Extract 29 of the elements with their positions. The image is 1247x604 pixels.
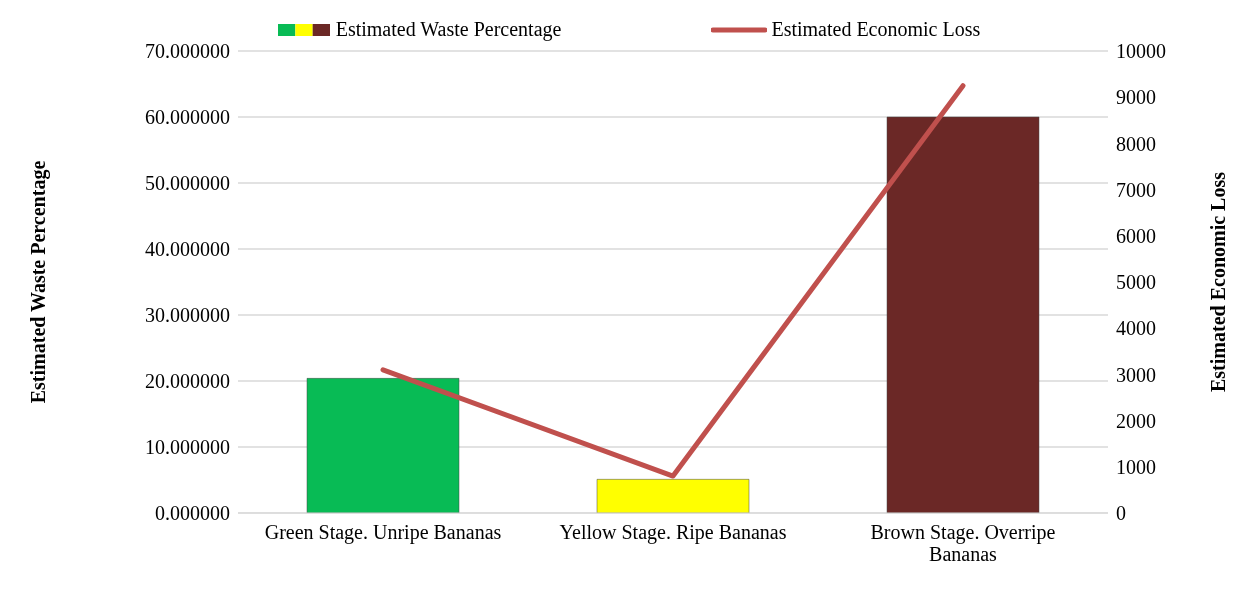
y-tick-label: 50.000000 xyxy=(145,172,230,195)
x-tick-label: Yellow Stage. Ripe Bananas xyxy=(559,521,787,544)
x-tick-label: Brown Stage. Overripe Bananas xyxy=(870,521,1056,565)
y-tick-label: 10.000000 xyxy=(145,436,230,459)
y-tick-label: 30.000000 xyxy=(145,304,230,327)
y2-tick-label: 6000 xyxy=(1116,224,1156,247)
y2-tick-label: 1000 xyxy=(1116,455,1156,478)
y2-tick-label: 10000 xyxy=(1116,40,1166,63)
y-tick-label: 0.000000 xyxy=(155,502,230,525)
legend-label: Estimated Economic Loss xyxy=(771,18,981,41)
y2-axis-title: Estimated Economic Loss xyxy=(1207,171,1230,392)
bar xyxy=(596,479,750,513)
y2-tick-label: 7000 xyxy=(1116,178,1156,201)
y-tick-label: 40.000000 xyxy=(145,238,230,261)
y2-tick-label: 0 xyxy=(1116,502,1126,525)
y-tick-label: 70.000000 xyxy=(145,40,230,63)
y2-tick-label: 9000 xyxy=(1116,86,1156,109)
y-tick-label: 20.000000 xyxy=(145,370,230,393)
y2-tick-label: 8000 xyxy=(1116,132,1156,155)
y2-tick-label: 4000 xyxy=(1116,317,1156,340)
y2-tick-label: 5000 xyxy=(1116,271,1156,294)
y2-tick-label: 3000 xyxy=(1116,363,1156,386)
x-tick-label: Green Stage. Unripe Bananas xyxy=(264,521,502,544)
bar xyxy=(306,378,460,513)
legend-label: Estimated Waste Percentage xyxy=(335,18,562,41)
y-axis-title: Estimated Waste Percentage xyxy=(27,160,51,404)
y2-tick-label: 2000 xyxy=(1116,409,1156,432)
bar xyxy=(886,116,1040,513)
y-tick-label: 60.000000 xyxy=(145,106,230,129)
